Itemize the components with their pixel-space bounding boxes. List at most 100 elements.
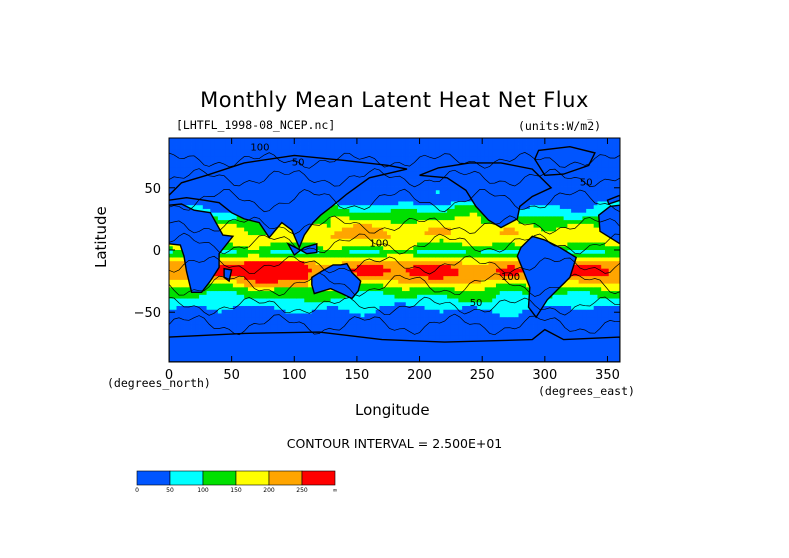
field-cell xyxy=(281,138,286,143)
field-cell xyxy=(221,223,226,228)
field-cell xyxy=(360,205,365,210)
field-cell xyxy=(383,313,388,318)
field-cell xyxy=(270,320,275,326)
field-cell xyxy=(349,235,354,240)
field-cell xyxy=(413,175,418,180)
field-cell xyxy=(225,160,230,165)
field-cell xyxy=(473,152,478,158)
field-cell xyxy=(353,238,358,243)
field-cell xyxy=(210,291,215,296)
field-cell xyxy=(405,145,410,150)
field-cell xyxy=(277,253,283,258)
field-cell xyxy=(428,302,433,307)
field-cell xyxy=(409,306,414,311)
field-cell xyxy=(240,145,245,150)
field-cell xyxy=(356,212,362,217)
field-cell xyxy=(409,227,414,232)
field-cell xyxy=(176,317,181,322)
field-cell xyxy=(251,279,256,284)
field-cell xyxy=(439,309,444,314)
field-cell xyxy=(285,152,290,158)
field-cell xyxy=(477,220,482,225)
field-cell xyxy=(251,291,256,296)
field-cell xyxy=(360,302,365,307)
field-cell xyxy=(379,313,384,318)
field-cell xyxy=(371,149,377,154)
field-cell xyxy=(251,238,256,243)
field-cell xyxy=(454,253,459,258)
field-cell xyxy=(308,298,313,303)
field-cell xyxy=(349,216,354,221)
field-cell xyxy=(236,294,241,299)
field-cell xyxy=(405,208,410,214)
field-cell xyxy=(274,231,279,236)
field-cell xyxy=(469,264,474,270)
field-cell xyxy=(172,141,177,146)
field-cell xyxy=(375,268,380,273)
field-cell xyxy=(462,309,467,314)
field-cell xyxy=(277,149,283,154)
field-cell xyxy=(364,186,369,191)
field-cell xyxy=(462,317,467,322)
field-cell xyxy=(368,328,373,333)
field-cell xyxy=(172,264,177,270)
field-cell xyxy=(375,279,380,284)
field-cell xyxy=(341,201,347,206)
field-cell xyxy=(458,138,463,143)
field-cell xyxy=(454,287,459,292)
field-cell xyxy=(281,152,286,158)
field-cell xyxy=(202,138,207,143)
field-cell xyxy=(439,141,444,146)
field-cell xyxy=(176,268,181,273)
field-cell xyxy=(420,242,425,247)
field-cell xyxy=(443,324,448,329)
field-cell xyxy=(405,302,410,307)
field-cell xyxy=(383,291,388,296)
field-cell xyxy=(262,298,268,303)
field-cell xyxy=(274,261,279,266)
field-cell xyxy=(210,287,215,292)
field-cell xyxy=(424,216,429,221)
field-cell xyxy=(338,138,343,143)
field-cell xyxy=(255,279,260,284)
field-cell xyxy=(274,149,279,154)
field-cell xyxy=(390,298,395,303)
field-cell xyxy=(341,149,347,154)
field-cell xyxy=(480,149,486,154)
field-cell xyxy=(428,141,433,146)
field-cell xyxy=(270,242,275,247)
field-cell xyxy=(311,264,316,270)
field-cell xyxy=(296,324,301,329)
field-cell xyxy=(281,242,286,247)
field-cell xyxy=(274,279,279,284)
field-cell xyxy=(364,145,369,150)
field-cell xyxy=(420,328,425,333)
field-cell xyxy=(386,324,392,329)
field-cell xyxy=(383,238,388,243)
field-cell xyxy=(345,156,350,161)
field-cell xyxy=(315,298,320,303)
field-cell xyxy=(469,138,474,143)
field-cell xyxy=(191,171,196,176)
field-cell xyxy=(443,194,448,199)
field-cell xyxy=(432,216,437,221)
field-cell xyxy=(379,279,384,284)
field-cell xyxy=(247,313,253,318)
field-cell xyxy=(428,264,433,270)
field-cell xyxy=(187,164,192,169)
field-cell xyxy=(300,276,305,281)
field-cell xyxy=(229,160,234,165)
field-cell xyxy=(360,197,365,202)
field-cell xyxy=(199,294,204,299)
field-cell xyxy=(469,324,474,329)
field-cell xyxy=(454,335,459,340)
field-cell xyxy=(232,220,238,225)
field-cell xyxy=(304,272,309,277)
field-cell xyxy=(338,246,343,251)
field-cell xyxy=(285,279,290,284)
field-cell xyxy=(169,145,174,150)
field-cell xyxy=(394,276,399,281)
field-cell xyxy=(293,317,298,322)
field-cell xyxy=(353,145,358,150)
field-cell xyxy=(469,287,474,292)
